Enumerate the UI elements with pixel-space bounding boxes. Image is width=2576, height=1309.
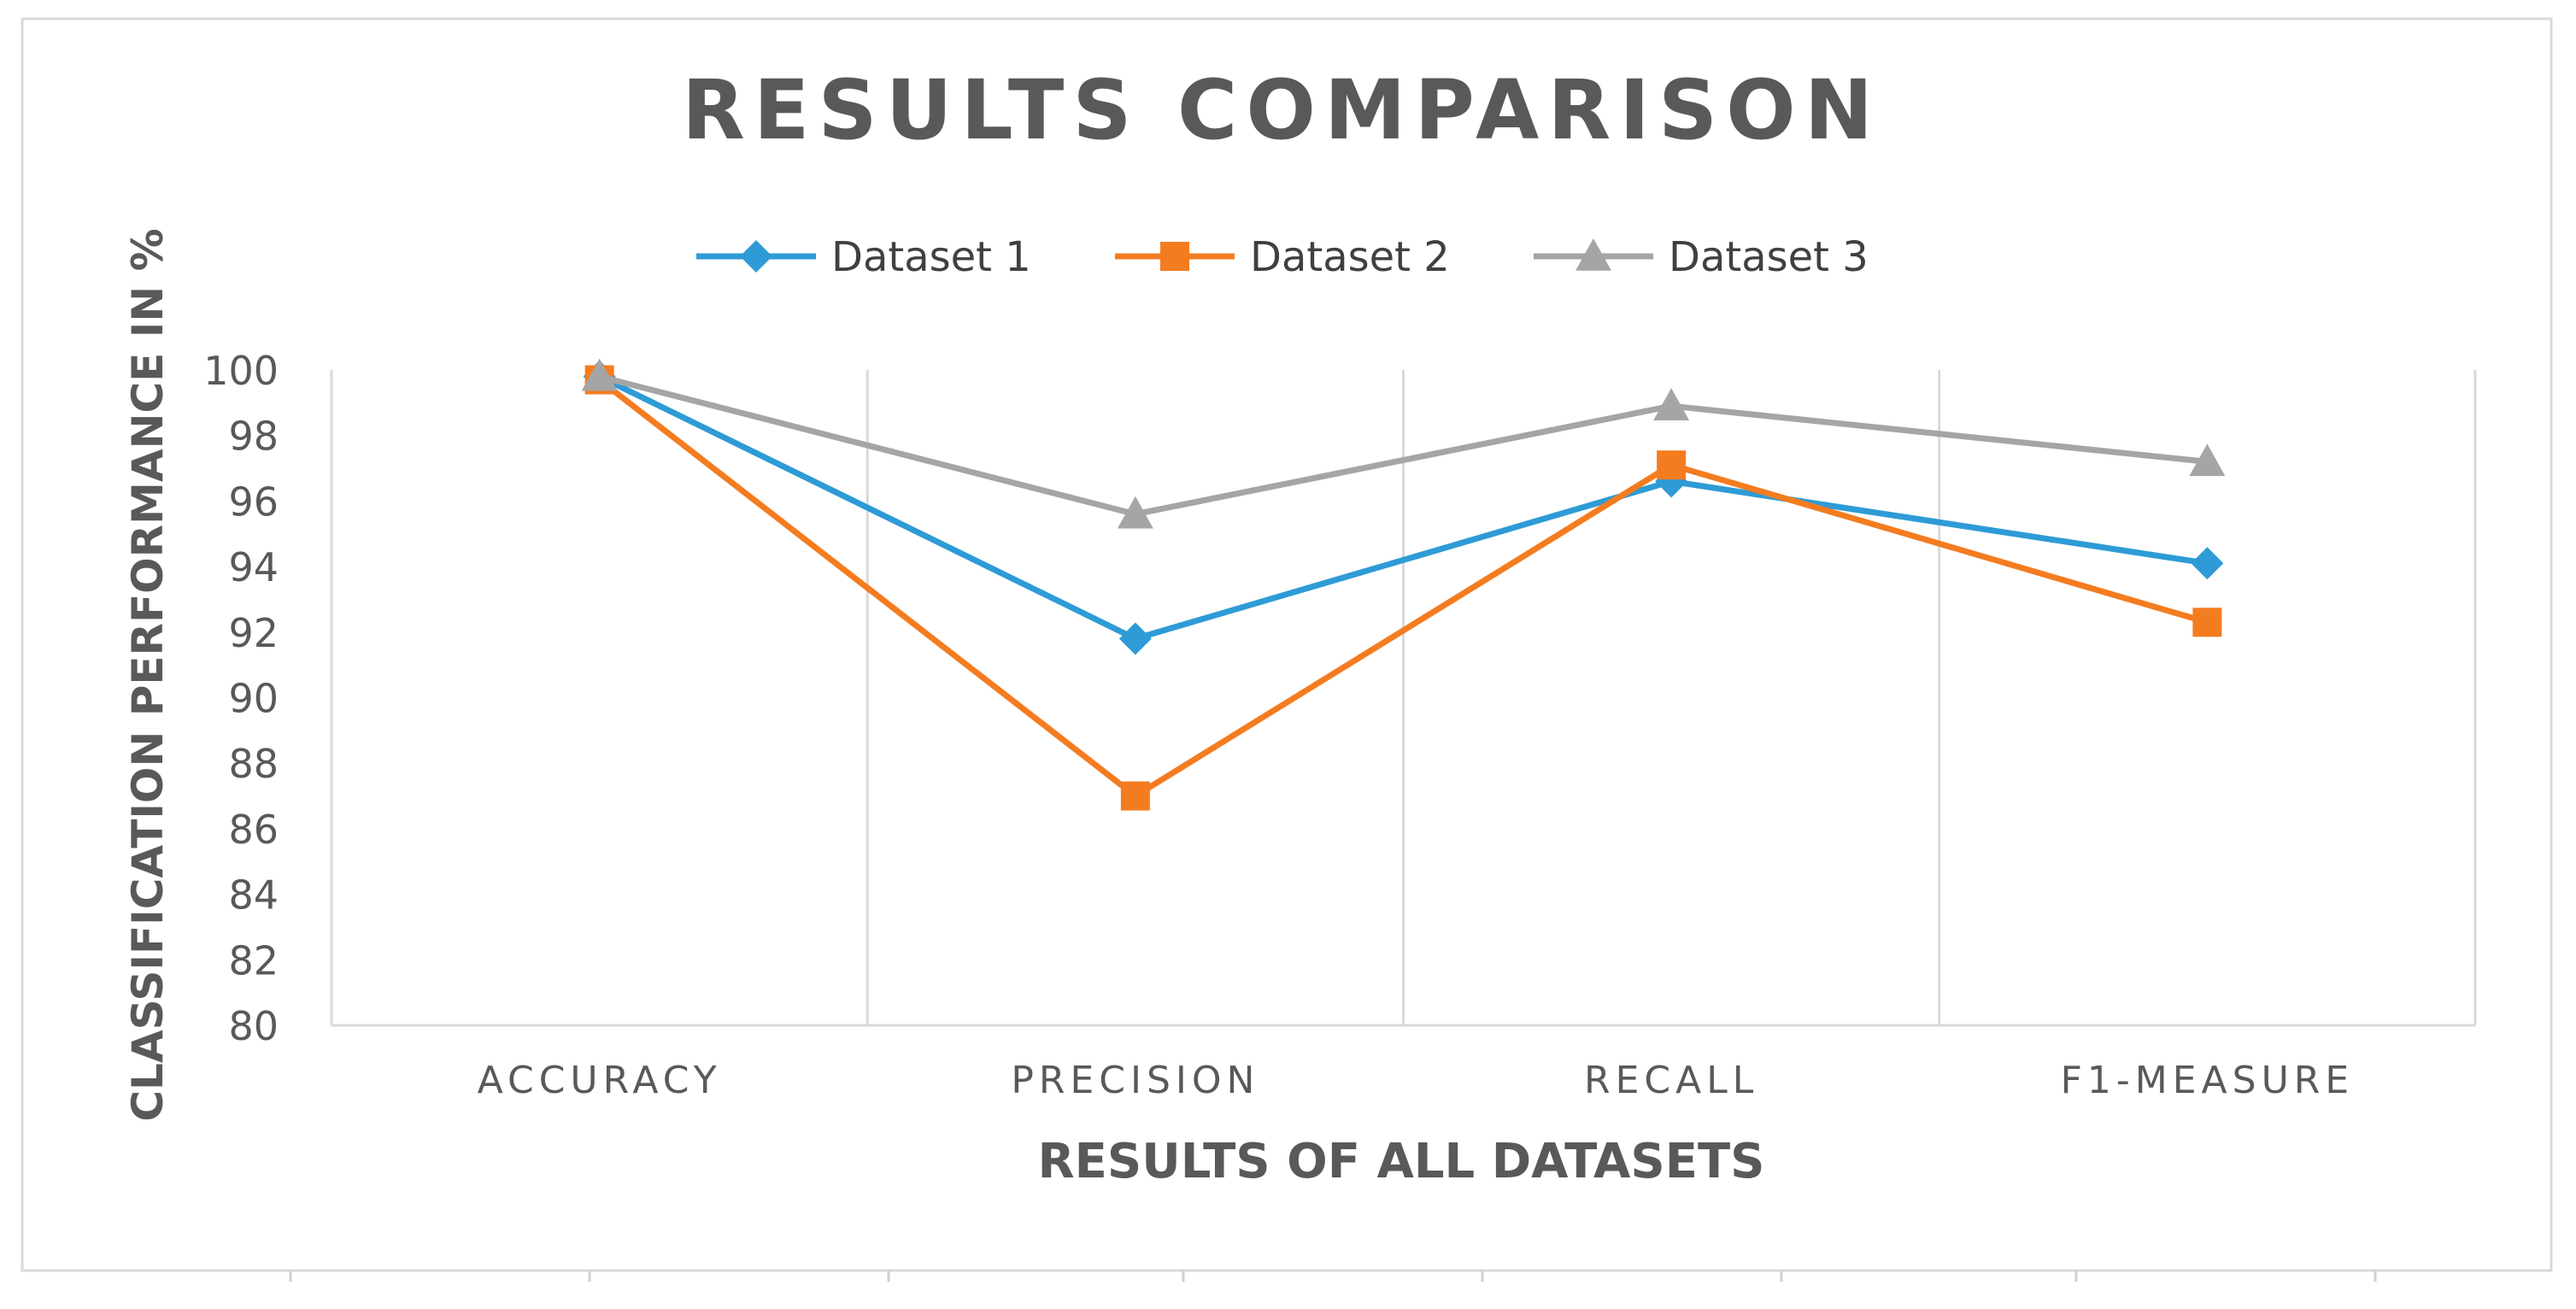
data-point xyxy=(1657,450,1687,480)
y-tick-label: 94 xyxy=(228,544,279,590)
data-point xyxy=(1653,388,1690,420)
legend-marker xyxy=(1576,238,1611,271)
chart-frame xyxy=(21,17,2553,1272)
x-tick-label: PRECISION xyxy=(1011,1059,1259,1102)
x-tick-label: ACCURACY xyxy=(478,1059,722,1102)
y-tick-label: 100 xyxy=(203,348,279,394)
legend-label: Dataset 1 xyxy=(831,233,1031,281)
y-tick-label: 80 xyxy=(228,1003,279,1049)
x-tick-label: F1-MEASURE xyxy=(2061,1059,2355,1102)
legend-item-dataset-3: Dataset 3 xyxy=(1534,233,1869,281)
legend-item-dataset-1: Dataset 1 xyxy=(696,233,1031,281)
y-tick-label: 84 xyxy=(228,872,279,919)
data-point xyxy=(2192,608,2222,637)
data-point xyxy=(1120,781,1150,811)
data-point xyxy=(1117,496,1153,529)
legend-marker xyxy=(740,240,772,273)
data-point xyxy=(2189,443,2226,477)
y-axis-title: CLASSIFICATION PERFORMANCE IN % xyxy=(123,228,173,1121)
chart-title: RESULTS COMPARISON xyxy=(682,62,1881,158)
series-line xyxy=(598,373,2208,518)
legend-item-dataset-2: Dataset 2 xyxy=(1115,233,1450,281)
frame-cell-marks xyxy=(289,1271,2377,1282)
x-axis-title: RESULTS OF ALL DATASETS xyxy=(1038,1134,1765,1189)
y-tick-label: 88 xyxy=(228,741,279,787)
data-point xyxy=(1118,622,1152,655)
data-point xyxy=(2191,547,2224,580)
legend-label: Dataset 3 xyxy=(1669,233,1869,281)
y-tick-label: 98 xyxy=(228,414,279,460)
y-tick-label: 96 xyxy=(228,478,279,525)
y-tick-label: 82 xyxy=(228,937,279,983)
legend: Dataset 1 Dataset 2 Dataset 3 xyxy=(696,233,1869,281)
series-3 xyxy=(581,358,2226,529)
legend-label: Dataset 2 xyxy=(1250,233,1450,281)
data-point xyxy=(581,358,618,391)
series-2 xyxy=(584,365,2222,811)
y-tick-label: 86 xyxy=(228,807,279,853)
series-line xyxy=(598,373,2208,642)
y-tick-label: 90 xyxy=(228,676,279,722)
plot-area: 80 82 84 86 88 90 92 94 96 98 100 ACCURACY PRECISION… xyxy=(203,348,2477,1102)
legend-marker xyxy=(1160,242,1189,271)
series-line xyxy=(597,377,2209,800)
y-tick-label: 92 xyxy=(228,610,279,656)
x-tick-label: RECALL xyxy=(1584,1059,1758,1102)
